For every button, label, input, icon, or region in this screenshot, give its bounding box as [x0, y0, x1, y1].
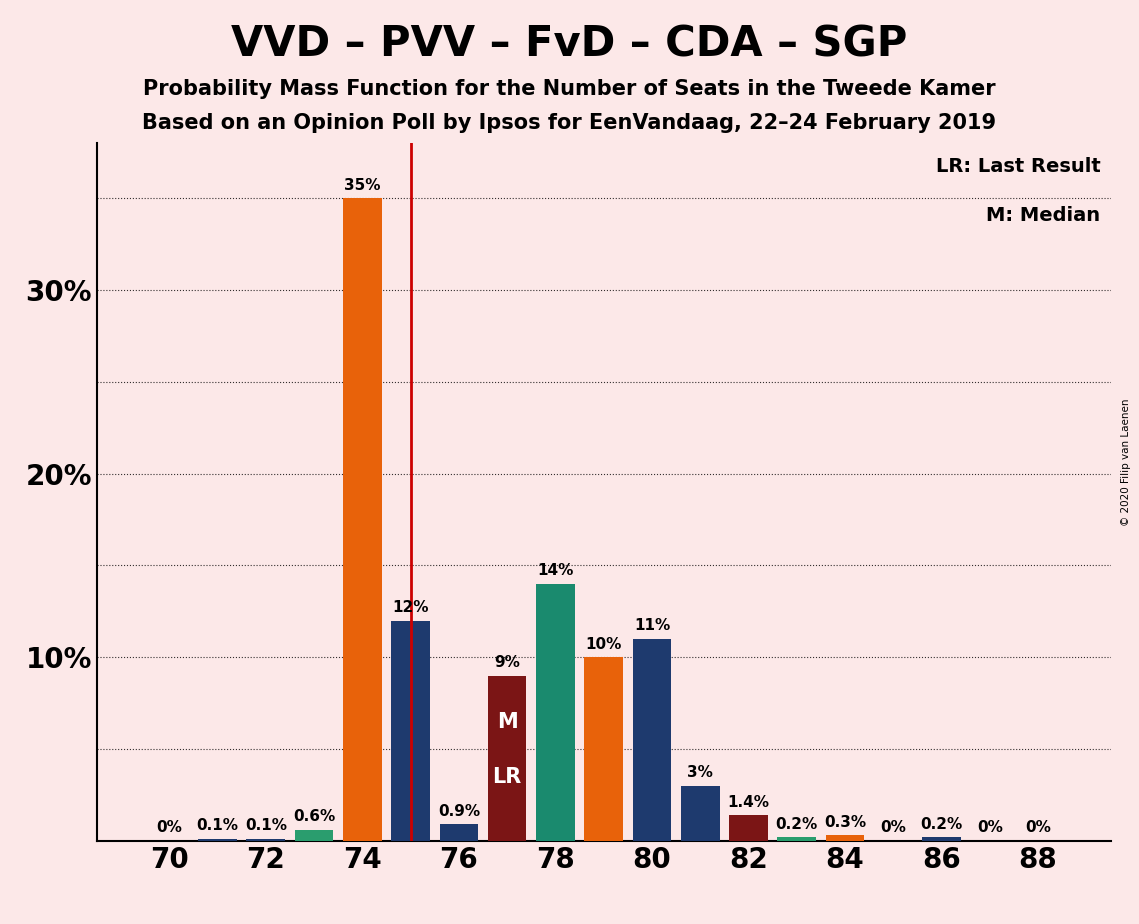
Bar	[681, 785, 720, 841]
Text: 12%: 12%	[392, 600, 428, 615]
Text: 0.1%: 0.1%	[197, 819, 238, 833]
Bar	[440, 824, 478, 841]
Text: 0%: 0%	[1025, 821, 1051, 835]
Text: 10%: 10%	[585, 637, 622, 651]
Bar	[923, 837, 961, 841]
Bar	[584, 657, 623, 841]
Bar	[487, 675, 526, 841]
Text: LR: Last Result: LR: Last Result	[935, 157, 1100, 176]
Text: 1.4%: 1.4%	[728, 795, 770, 809]
Text: 0.1%: 0.1%	[245, 819, 287, 833]
Text: 9%: 9%	[494, 655, 521, 670]
Bar	[729, 815, 768, 841]
Text: M: Median: M: Median	[986, 206, 1100, 225]
Bar	[392, 621, 429, 841]
Bar	[343, 199, 382, 841]
Text: 0.2%: 0.2%	[920, 817, 962, 832]
Text: 35%: 35%	[344, 177, 380, 193]
Text: 14%: 14%	[538, 564, 574, 578]
Bar	[826, 835, 865, 841]
Bar	[295, 830, 334, 841]
Text: © 2020 Filip van Laenen: © 2020 Filip van Laenen	[1121, 398, 1131, 526]
Bar	[778, 837, 816, 841]
Bar	[536, 584, 575, 841]
Text: LR: LR	[492, 767, 522, 786]
Bar	[198, 839, 237, 841]
Text: 0%: 0%	[977, 821, 1002, 835]
Text: 0%: 0%	[880, 821, 907, 835]
Text: 0.3%: 0.3%	[823, 815, 866, 830]
Text: 3%: 3%	[687, 765, 713, 780]
Text: VVD – PVV – FvD – CDA – SGP: VVD – PVV – FvD – CDA – SGP	[231, 23, 908, 65]
Text: 11%: 11%	[633, 618, 670, 633]
Text: Probability Mass Function for the Number of Seats in the Tweede Kamer: Probability Mass Function for the Number…	[144, 79, 995, 99]
Text: M: M	[497, 711, 517, 732]
Text: 0.9%: 0.9%	[437, 804, 480, 819]
Bar	[632, 638, 671, 841]
Text: 0%: 0%	[156, 821, 182, 835]
Text: Based on an Opinion Poll by Ipsos for EenVandaag, 22–24 February 2019: Based on an Opinion Poll by Ipsos for Ee…	[142, 113, 997, 133]
Text: 0.2%: 0.2%	[776, 817, 818, 832]
Bar	[246, 839, 285, 841]
Text: 0.6%: 0.6%	[293, 809, 335, 824]
